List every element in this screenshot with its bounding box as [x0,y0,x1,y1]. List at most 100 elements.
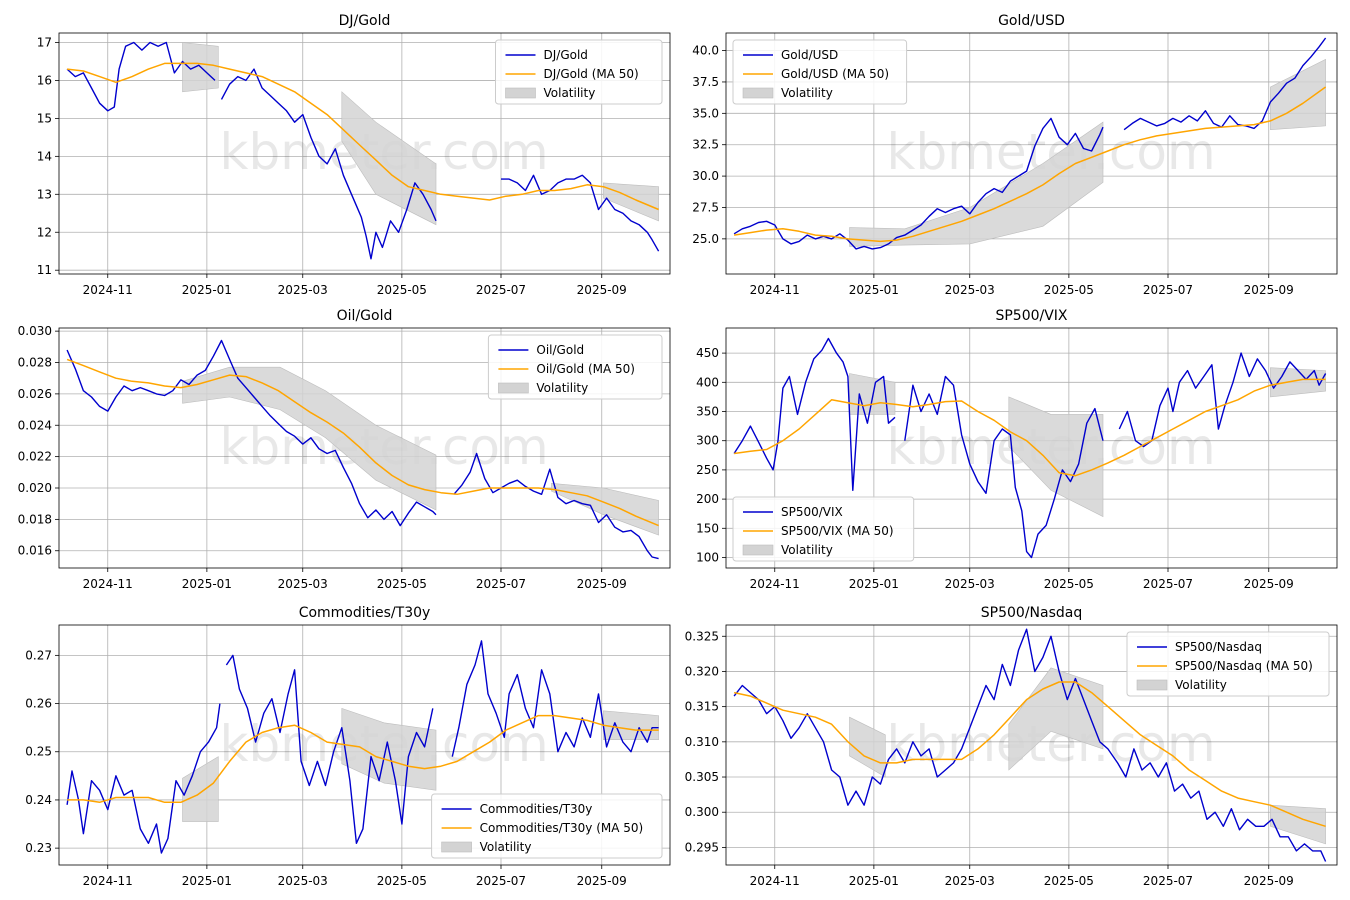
x-tick-label: 2024-11 [83,874,133,888]
legend: DJ/Gold DJ/Gold (MA 50) Volatility [495,39,663,105]
ma-line [733,681,1326,828]
legend-swatch-volatility [742,87,774,99]
y-tick-label: 0.026 [18,387,52,401]
x-tick-label: 2024-11 [750,577,800,591]
chart-title: Gold/USD [998,13,1065,29]
x-tick-label: 2025-01 [182,283,232,297]
y-tick-label: 0.020 [18,481,52,495]
y-tick-label: 0.25 [25,745,52,759]
volatility-band [1270,367,1326,398]
volatility-band [551,482,659,536]
x-tick-label: 2025-07 [1143,874,1193,888]
legend-swatch-volatility [742,544,774,556]
legend: SP500/VIX SP500/VIX (MA 50) Volatility [732,496,915,562]
x-tick-label: 2025-07 [476,577,526,591]
y-tick-label: 350 [696,405,719,419]
series-line [220,68,437,260]
y-tick-label: 32.5 [692,138,719,152]
series-line [501,174,660,252]
volatility-band [603,182,659,222]
legend-label: Gold/USD (MA 50) [781,67,889,81]
y-tick-label: 0.320 [685,664,719,678]
legend-label: SP500/VIX [781,505,843,519]
y-tick-label: 0.022 [18,450,52,464]
legend-label: SP500/VIX (MA 50) [781,524,894,538]
x-tick-label: 2025-05 [1044,283,1094,297]
y-tick-label: 17 [37,35,52,49]
y-tick-label: 0.018 [18,512,52,526]
chart-panel-5: kbmeter.com 2024-11 2025-01 2025-03 2025-05 2… [25,605,671,888]
series-line [66,703,221,854]
chart-panel-4: kbmeter.com 2024-11 2025-01 2025-03 2025-05 2… [696,308,1338,591]
x-tick-label: 2025-03 [278,874,328,888]
series-line [733,337,896,491]
y-tick-label: 0.300 [685,805,719,819]
y-tick-label: 450 [696,346,719,360]
legend-box [1126,631,1330,697]
plot-area: kbmeter.com [733,37,1327,250]
x-tick-label: 2024-11 [83,577,133,591]
x-tick-label: 2025-03 [945,283,995,297]
x-tick-label: 2025-07 [476,283,526,297]
y-tick-label: 300 [696,434,719,448]
ma-line [733,86,1327,243]
volatility-band [1270,804,1326,845]
axes-frame [725,624,1338,866]
axes-frame [58,32,671,275]
legend-label: Volatility [544,86,596,100]
legend-label: Oil/Gold (MA 50) [536,362,635,376]
y-tick-label: 400 [696,375,719,389]
legend-swatch-volatility [1136,679,1168,691]
x-tick-label: 2025-09 [1244,577,1294,591]
y-tick-label: 25.0 [692,232,719,246]
legend: Gold/USD Gold/USD (MA 50) Volatility [732,39,908,105]
x-tick-label: 2025-01 [182,577,232,591]
series-line [453,452,659,560]
series-line [451,640,659,757]
x-tick-label: 2025-09 [1244,283,1294,297]
y-tick-label: 0.016 [18,544,52,558]
y-tick-label: 0.24 [25,793,52,807]
chart-panel-1: kbmeter.com 2024-11 2025-01 2025-03 2025-05 2… [37,13,671,297]
x-tick-label: 2025-03 [278,577,328,591]
series-line [733,628,1327,862]
y-tick-label: 100 [696,550,719,564]
volatility-band [849,373,896,415]
axes-frame [58,327,671,569]
series-line [1118,352,1327,448]
legend-box [431,793,663,859]
plot-area: kbmeter.com [66,41,660,260]
x-tick-label: 2025-05 [377,283,427,297]
x-tick-label: 2025-05 [377,874,427,888]
series-line [225,654,434,844]
legend-swatch-volatility [498,382,529,394]
series-line [1123,37,1327,131]
x-tick-label: 2024-11 [750,874,800,888]
y-tick-label: 0.310 [685,735,719,749]
plot-area: kbmeter.com [66,640,659,854]
legend-label: SP500/Nasdaq (MA 50) [1175,659,1313,673]
y-tick-label: 14 [37,149,52,163]
x-tick-label: 2025-01 [182,874,232,888]
ma-line [67,714,659,804]
y-tick-label: 30.0 [692,169,719,183]
chart-panel-2: kbmeter.com 2024-11 2025-01 2025-03 2025-05 2… [692,13,1338,297]
x-tick-label: 2025-03 [945,874,995,888]
y-tick-label: 0.295 [685,840,719,854]
y-tick-label: 27.5 [692,200,719,214]
volatility-band [603,710,659,741]
volatility-band [182,756,219,822]
x-tick-label: 2025-07 [1143,577,1193,591]
x-tick-label: 2025-05 [1044,577,1094,591]
chart-title: SP500/VIX [995,308,1067,324]
y-tick-label: 0.024 [18,418,52,432]
x-tick-label: 2025-09 [1244,874,1294,888]
legend-label: Volatility [536,381,588,395]
y-tick-label: 13 [37,187,52,201]
legend-label: DJ/Gold (MA 50) [544,67,639,81]
y-tick-label: 200 [696,492,719,506]
plot-area: kbmeter.com [66,339,659,560]
legend-label: Commodities/T30y (MA 50) [480,821,644,835]
x-tick-label: 2025-09 [577,577,627,591]
